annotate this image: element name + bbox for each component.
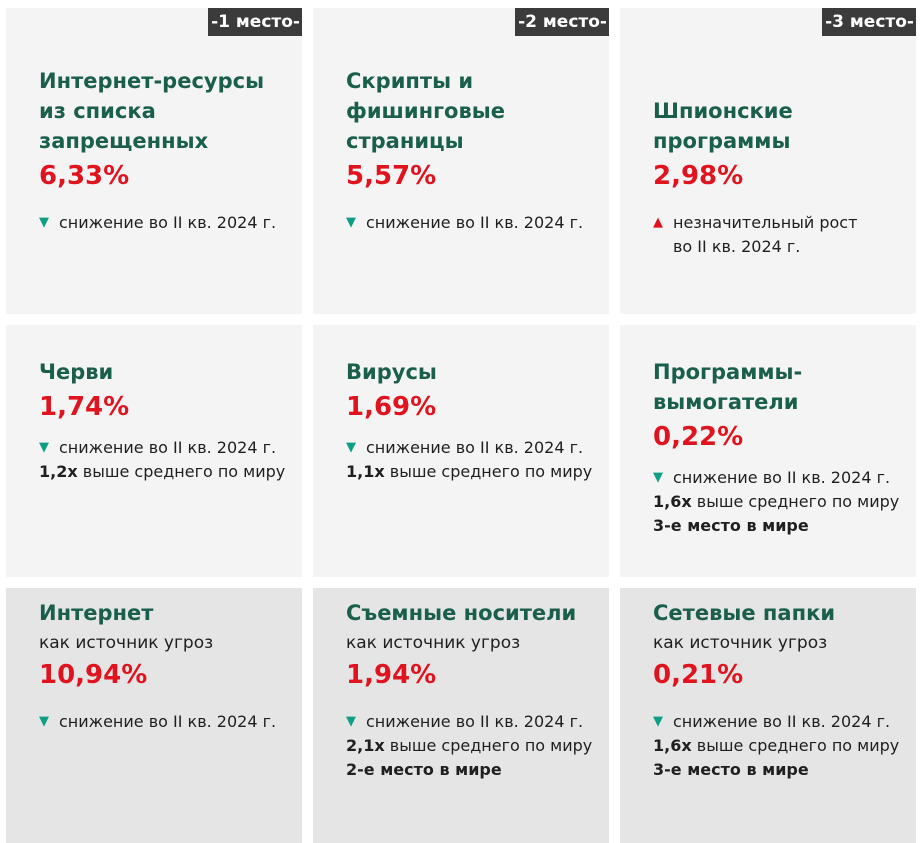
trend-line: ▼ снижение во II кв. 2024 г. xyxy=(39,710,292,734)
card-title: Сетевые папки xyxy=(653,601,836,625)
world-rank-line: 3-е место в мире xyxy=(653,760,809,779)
multiplier-text: выше среднего по миру xyxy=(389,462,593,481)
multiplier-text: выше среднего по миру xyxy=(696,736,900,755)
trend-text: снижение во II кв. 2024 г. xyxy=(673,712,891,731)
card-network-folders-source: Сетевые папки как источник угроз 0,21% ▼… xyxy=(620,588,916,843)
card-removable-media-source: Съемные носители как источник угроз 1,94… xyxy=(313,588,609,843)
trend-text: снижение во II кв. 2024 г. xyxy=(366,438,584,457)
triangle-down-icon: ▼ xyxy=(346,440,356,455)
triangle-down-icon: ▼ xyxy=(39,440,49,455)
world-rank-line: 3-е место в мире xyxy=(653,516,809,535)
trend-text: незначительный рост во II кв. 2024 г. xyxy=(673,213,858,256)
card-value: 0,21% xyxy=(653,660,744,690)
trend-line: ▼ снижение во II кв. 2024 г. xyxy=(653,466,906,490)
multiplier-value: 1,1x xyxy=(346,462,385,481)
triangle-down-icon: ▼ xyxy=(653,714,663,729)
card-title: Черви xyxy=(39,360,114,384)
card-title: Интернет-ресурсы из списка запрещенных xyxy=(39,69,265,153)
multiplier-value: 1,2x xyxy=(39,462,78,481)
trend-line: ▼ снижение во II кв. 2024 г. xyxy=(39,211,292,235)
multiplier-line: 1,6x выше среднего по миру xyxy=(653,490,906,514)
multiplier-line: 2,1x выше среднего по миру xyxy=(346,734,599,758)
trend-line: ▼ снижение во II кв. 2024 г. xyxy=(39,436,292,460)
card-value: 10,94% xyxy=(39,660,148,690)
multiplier-text: выше среднего по миру xyxy=(389,736,593,755)
world-rank-line: 2-е место в мире xyxy=(346,760,502,779)
triangle-down-icon: ▼ xyxy=(39,714,49,729)
threat-stats-grid: -1 место- Интернет-ресурсы из списка зап… xyxy=(6,8,916,843)
card-subtitle: как источник угроз xyxy=(653,633,828,653)
trend-text: снижение во II кв. 2024 г. xyxy=(673,468,891,487)
triangle-down-icon: ▼ xyxy=(39,215,49,230)
rank-badge: -1 место- xyxy=(208,8,302,36)
card-title: Вирусы xyxy=(346,360,437,384)
rank-badge: -3 место- xyxy=(822,8,916,36)
card-value: 2,98% xyxy=(653,161,744,191)
multiplier-line: 1,6x выше среднего по миру xyxy=(653,734,906,758)
multiplier-line: 1,1x выше среднего по миру xyxy=(346,460,599,484)
card-ransomware: Программы- вымогатели 0,22% ▼ снижение в… xyxy=(620,325,916,577)
trend-text: снижение во II кв. 2024 г. xyxy=(59,438,277,457)
multiplier-value: 1,6x xyxy=(653,736,692,755)
card-title: Съемные носители xyxy=(346,601,577,625)
triangle-down-icon: ▼ xyxy=(346,714,356,729)
trend-text: снижение во II кв. 2024 г. xyxy=(366,712,584,731)
card-title: Скрипты и фишинговые страницы xyxy=(346,69,505,153)
triangle-up-icon: ▲ xyxy=(653,215,663,230)
card-spyware: -3 место- Шпионские программы 2,98% ▲ не… xyxy=(620,8,916,314)
multiplier-value: 2,1x xyxy=(346,736,385,755)
card-scripts-phishing: -2 место- Скрипты и фишинговые страницы … xyxy=(313,8,609,314)
card-value: 6,33% xyxy=(39,161,130,191)
multiplier-line: 1,2x выше среднего по миру xyxy=(39,460,292,484)
multiplier-text: выше среднего по миру xyxy=(82,462,286,481)
card-value: 1,94% xyxy=(346,660,437,690)
trend-text: снижение во II кв. 2024 г. xyxy=(366,213,584,232)
card-subtitle: как источник угроз xyxy=(39,633,214,653)
trend-text: снижение во II кв. 2024 г. xyxy=(59,213,277,232)
multiplier-text: выше среднего по миру xyxy=(696,492,900,511)
card-value: 5,57% xyxy=(346,161,437,191)
card-value: 1,74% xyxy=(39,392,130,422)
card-value: 1,69% xyxy=(346,392,437,422)
multiplier-value: 1,6x xyxy=(653,492,692,511)
card-title: Шпионские программы xyxy=(653,99,793,153)
card-title: Программы- вымогатели xyxy=(653,360,803,414)
triangle-down-icon: ▼ xyxy=(653,470,663,485)
card-title: Интернет xyxy=(39,601,154,625)
triangle-down-icon: ▼ xyxy=(346,215,356,230)
trend-line: ▲ незначительный рост во II кв. 2024 г. xyxy=(653,211,906,259)
trend-line: ▼ снижение во II кв. 2024 г. xyxy=(346,710,599,734)
card-value: 0,22% xyxy=(653,422,744,452)
card-viruses: Вирусы 1,69% ▼ снижение во II кв. 2024 г… xyxy=(313,325,609,577)
trend-line: ▼ снижение во II кв. 2024 г. xyxy=(346,436,599,460)
trend-line: ▼ снижение во II кв. 2024 г. xyxy=(653,710,906,734)
rank-badge: -2 место- xyxy=(515,8,609,36)
card-prohibited-resources: -1 место- Интернет-ресурсы из списка зап… xyxy=(6,8,302,314)
card-worms: Черви 1,74% ▼ снижение во II кв. 2024 г.… xyxy=(6,325,302,577)
trend-text: снижение во II кв. 2024 г. xyxy=(59,712,277,731)
card-subtitle: как источник угроз xyxy=(346,633,521,653)
trend-line: ▼ снижение во II кв. 2024 г. xyxy=(346,211,599,235)
card-internet-source: Интернет как источник угроз 10,94% ▼ сни… xyxy=(6,588,302,843)
